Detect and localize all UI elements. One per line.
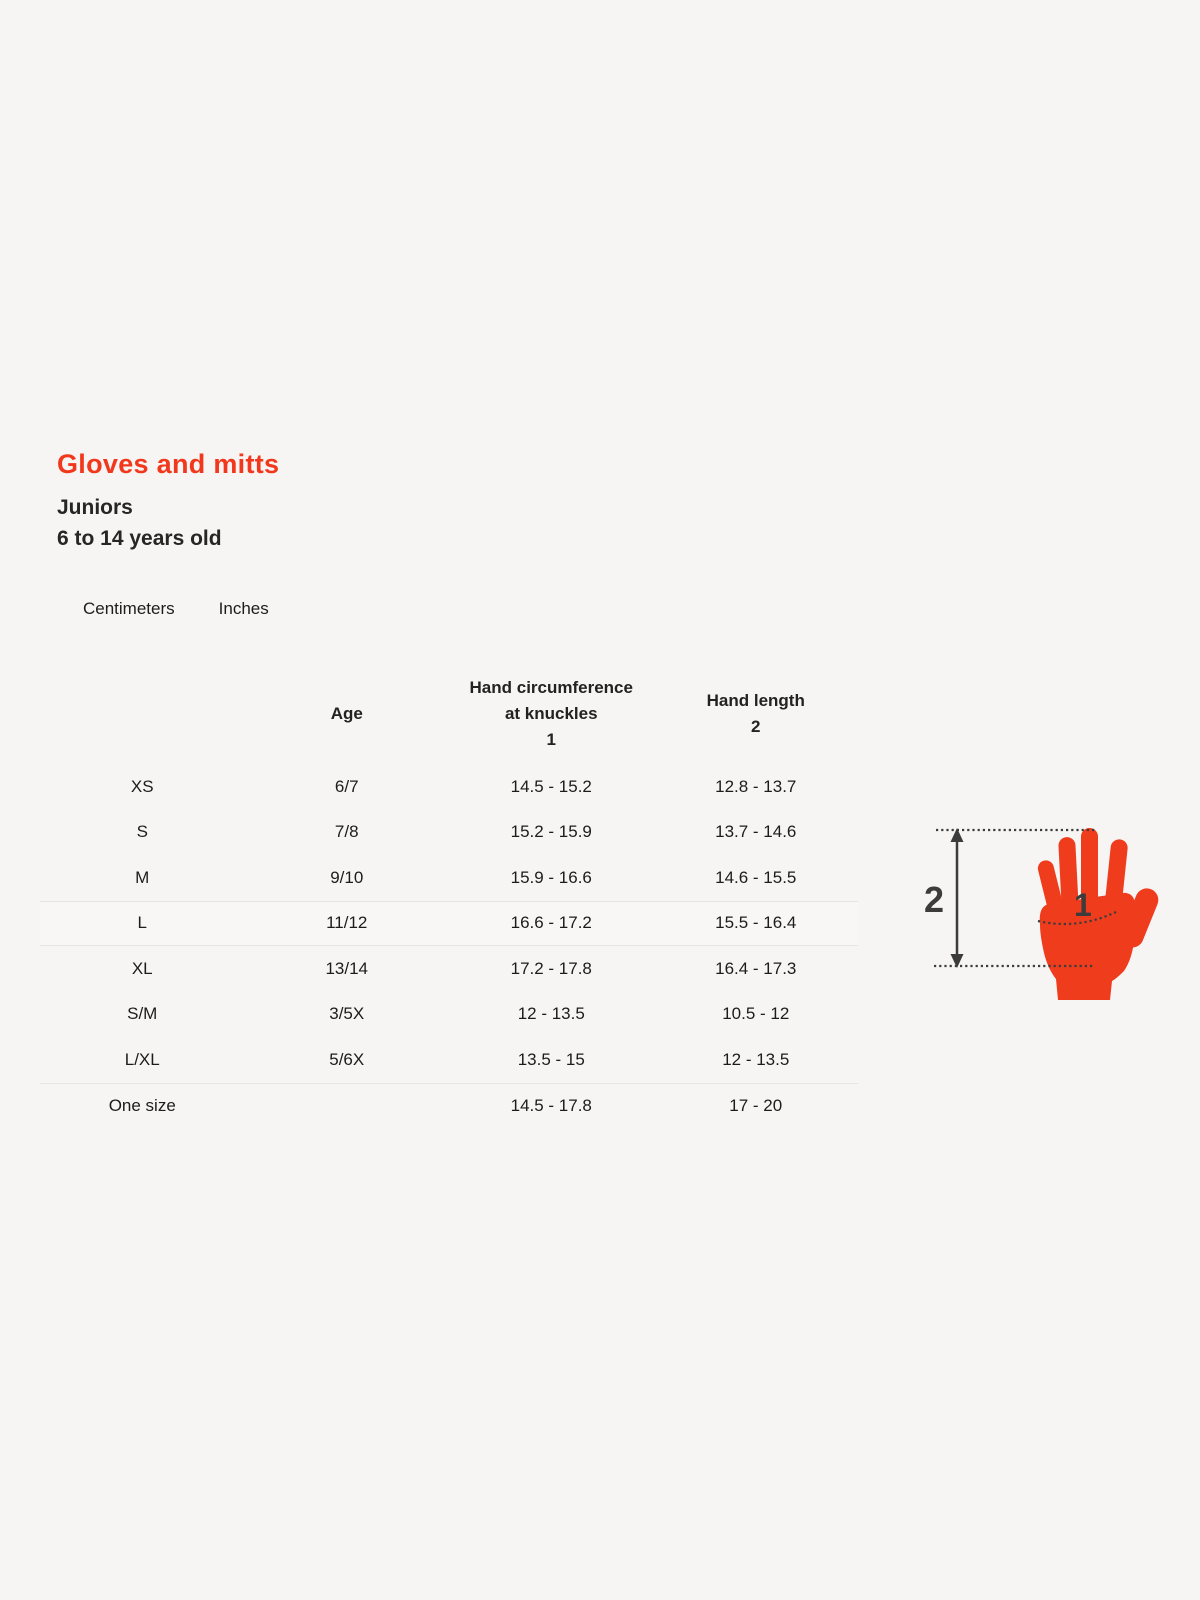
hand-length-measure-label: 2 <box>924 879 944 920</box>
cell-age: 3/5X <box>329 1004 365 1024</box>
header-length-ref: 2 <box>751 717 761 736</box>
cell-age: 13/14 <box>325 958 369 978</box>
cell-size: L/XL <box>124 1049 160 1069</box>
cell-size: M <box>135 867 150 887</box>
cell-hand-length: 13.7 - 14.6 <box>715 822 797 842</box>
cell-hand-circumference: 15.2 - 15.9 <box>510 822 592 842</box>
cell-hand-length: 12.8 - 13.7 <box>715 776 797 796</box>
table-row: S/M 3/5X 12 - 13.5 10.5 - 12 <box>40 992 858 1038</box>
cell-size: XS <box>130 776 154 796</box>
cell-hand-length: 12 - 13.5 <box>722 1049 790 1069</box>
table-row: S 7/8 15.2 - 15.9 13.7 - 14.6 <box>40 810 858 856</box>
unit-option-centimeters[interactable]: Centimeters <box>83 599 175 618</box>
cell-hand-circumference: 15.9 - 16.6 <box>510 867 592 887</box>
page-title: Gloves and mitts <box>57 449 280 479</box>
cell-size: L <box>137 913 147 933</box>
cell-size: S <box>136 822 148 842</box>
cell-age <box>245 1084 450 1129</box>
cell-hand-length: 10.5 - 12 <box>722 1004 790 1024</box>
arrowhead-down <box>950 954 964 968</box>
cell-hand-circumference: 14.5 - 15.2 <box>510 776 592 796</box>
cell-hand-circumference: 12 - 13.5 <box>517 1004 585 1024</box>
table-row: XL 13/14 17.2 - 17.8 16.4 - 17.3 <box>40 946 858 992</box>
hand-measurement-illustration: 2 1 <box>924 828 1159 1000</box>
cell-age: 6/7 <box>334 776 359 796</box>
cell-hand-length: 15.5 - 16.4 <box>715 913 797 933</box>
cell-hand-circumference: 17.2 - 17.8 <box>510 958 592 978</box>
cell-hand-circumference: 14.5 - 17.8 <box>510 1095 592 1115</box>
cell-hand-length: 17 - 20 <box>729 1095 783 1115</box>
header-circumference-ref: 1 <box>546 730 556 749</box>
table-row: XS 6/7 14.5 - 15.2 12.8 - 13.7 <box>40 764 858 810</box>
cell-hand-circumference: 16.6 - 17.2 <box>510 913 592 933</box>
page-subtitle: Juniors 6 to 14 years old <box>57 492 222 554</box>
cell-age: 5/6X <box>329 1049 365 1069</box>
header-hand-circumference: Hand circumference at knuckles 1 <box>449 664 654 764</box>
knuckle-circumference-measure-label: 1 <box>1074 887 1092 923</box>
cell-size: One size <box>108 1095 176 1115</box>
header-age: Age <box>330 704 363 723</box>
table-row: One size 14.5 - 17.8 17 - 20 <box>40 1082 858 1129</box>
cell-hand-length: 16.4 - 17.3 <box>715 958 797 978</box>
subtitle-audience: Juniors <box>57 496 133 519</box>
table-row: M 9/10 15.9 - 16.6 14.6 - 15.5 <box>40 855 858 901</box>
unit-toggle: Centimeters Inches <box>83 599 269 619</box>
header-size <box>40 664 245 764</box>
cell-age: 11/12 <box>326 913 368 933</box>
table-row: L 11/12 16.6 - 17.2 15.5 - 16.4 <box>40 900 858 946</box>
table-header-row: Age Hand circumference at knuckles 1 Han… <box>40 664 858 764</box>
cell-size: S/M <box>127 1004 158 1024</box>
arrowhead-up <box>950 828 964 842</box>
table-row: L/XL 5/6X 13.5 - 15 12 - 13.5 <box>40 1037 858 1083</box>
size-table: Age Hand circumference at knuckles 1 Han… <box>40 664 858 1128</box>
cell-hand-circumference: 13.5 - 15 <box>517 1049 585 1069</box>
cell-age: 7/8 <box>334 822 359 842</box>
cell-hand-length: 14.6 - 15.5 <box>715 867 797 887</box>
cell-age: 9/10 <box>330 867 364 887</box>
hand-icon <box>1037 828 1159 1000</box>
header-hand-length: Hand length 2 <box>654 664 859 764</box>
cell-size: XL <box>131 958 153 978</box>
unit-option-inches[interactable]: Inches <box>218 599 269 618</box>
subtitle-age-range: 6 to 14 years old <box>57 527 222 550</box>
